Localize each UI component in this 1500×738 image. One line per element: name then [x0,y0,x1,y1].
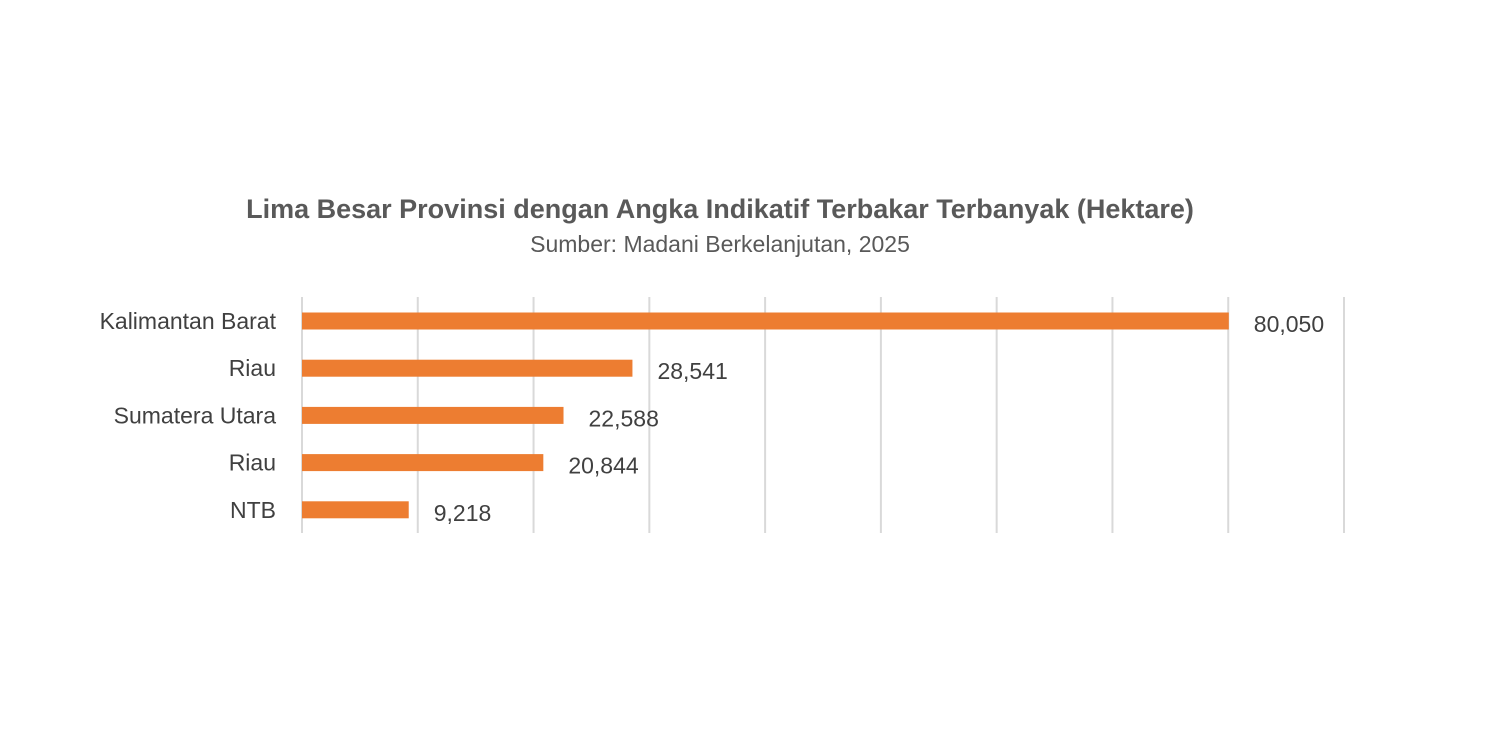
category-label: Riau [229,450,276,476]
bar [302,501,409,519]
category-label: Kalimantan Barat [100,308,277,334]
category-label: Riau [229,355,276,381]
category-label: Sumatera Utara [114,402,277,428]
bars [302,312,1229,519]
chart-subtitle: Sumber: Madani Berkelanjutan, 2025 [530,231,910,257]
data-label: 80,050 [1254,311,1324,337]
data-label: 20,844 [568,453,639,479]
bar [302,454,544,472]
value-labels: 80,050 28,541 22,588 20,844 9,218 [434,311,1324,526]
data-label: 9,218 [434,500,492,526]
data-label: 22,588 [589,405,659,431]
category-labels: Kalimantan Barat Riau Sumatera Utara Riau NT… [100,308,277,523]
bar [302,312,1229,330]
chart-title: Lima Besar Provinsi dengan Angka Indikat… [246,194,1194,224]
bar [302,359,633,377]
bar [302,406,564,424]
category-label: NTB [230,497,276,523]
data-label: 28,541 [657,358,727,384]
